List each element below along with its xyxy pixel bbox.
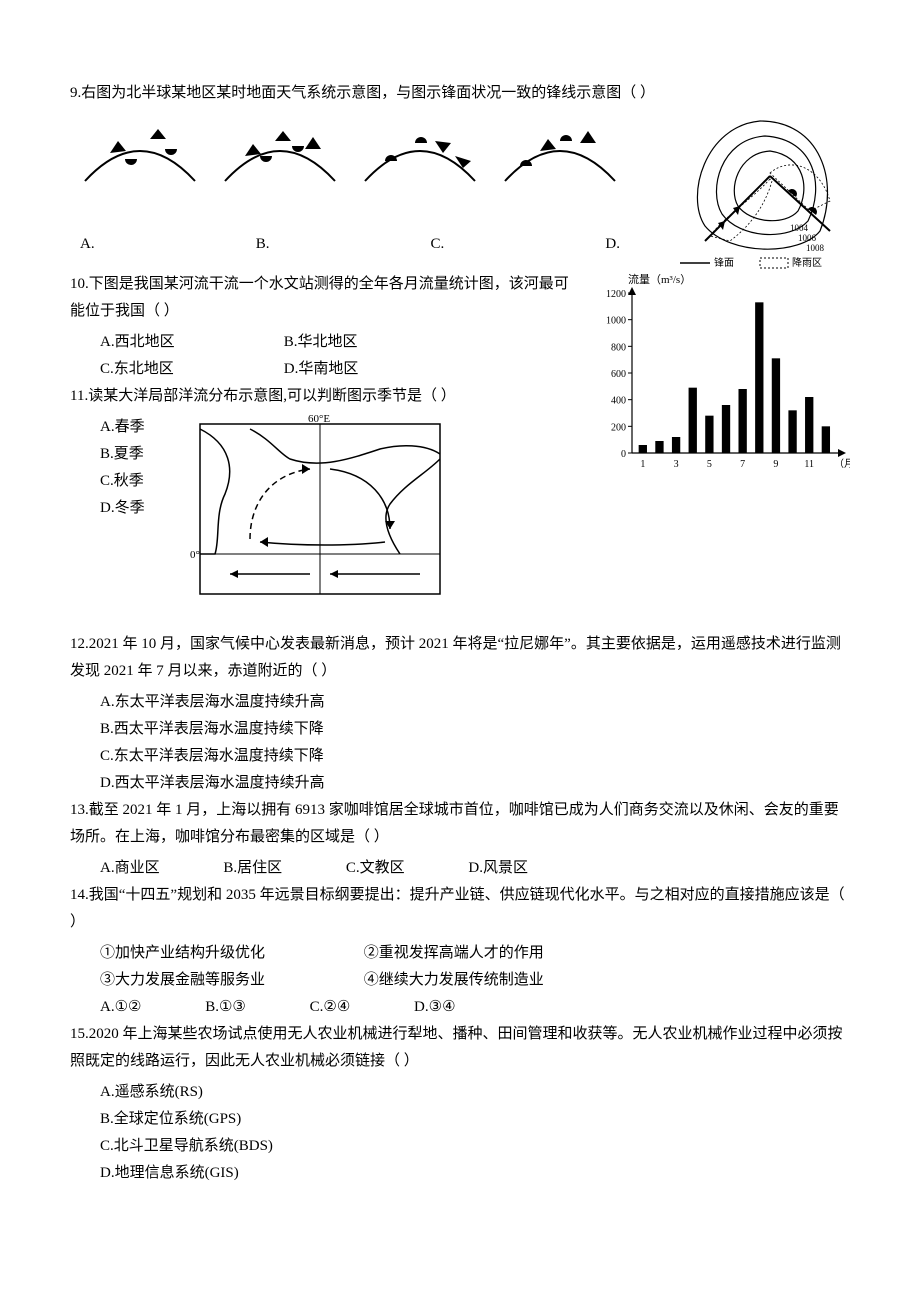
q11-options: A.春季 B.夏季 C.秋季 D.冬季 <box>70 414 190 522</box>
q9-front-choices-svg <box>70 111 630 231</box>
q9-choice-b: B. <box>256 231 270 258</box>
q10-opt-b: B.华北地区 <box>284 329 358 356</box>
q13-opt-b: B.居住区 <box>223 855 282 882</box>
svg-text:600: 600 <box>611 369 626 380</box>
q15-opt-c: C.北斗卫星导航系统(BDS) <box>100 1133 850 1160</box>
svg-text:1000: 1000 <box>606 316 626 327</box>
q9-weather-map-svg: 1004 1006 1008 锋面 降雨区 <box>670 111 850 271</box>
svg-text:400: 400 <box>611 396 626 407</box>
svg-text:7: 7 <box>740 459 745 470</box>
svg-text:5: 5 <box>707 459 712 470</box>
q12-opt-d: D.西太平洋表层海水温度持续升高 <box>100 770 850 797</box>
q9-choice-d: D. <box>605 231 620 258</box>
q14-opt-d: D.③④ <box>414 994 455 1021</box>
q10-opt-c: C.东北地区 <box>100 356 280 383</box>
svg-text:9: 9 <box>773 459 778 470</box>
q14-item-3: ③大力发展金融等服务业 <box>100 967 360 994</box>
isobar-1006: 1006 <box>798 233 817 243</box>
q15-opt-a: A.遥感系统(RS) <box>100 1079 850 1106</box>
q11-ocean-map-svg: 60°E 0° <box>190 414 450 604</box>
svg-text:1: 1 <box>640 459 645 470</box>
question-9: 9.右图为北半球某地区某时地面天气系统示意图，与图示锋面状况一致的锋线示意图（ … <box>70 80 850 107</box>
q14-item-2: ②重视发挥高端人才的作用 <box>364 940 544 967</box>
q10-q11-row: 10.下图是我国某河流干流一个水文站测得的全年各月流量统计图，该河最可能位于我国… <box>70 271 850 604</box>
q14-opt-b: B.①③ <box>205 994 246 1021</box>
question-12: 12.2021 年 10 月，国家气候中心发表最新消息，预计 2021 年将是“… <box>70 631 850 685</box>
q9-choice-c: C. <box>431 231 445 258</box>
q15-opt-b: B.全球定位系统(GPS) <box>100 1106 850 1133</box>
question-13: 13.截至 2021 年 1 月，上海以拥有 6913 家咖啡馆居全球城市首位，… <box>70 797 850 851</box>
svg-text:11: 11 <box>804 459 814 470</box>
q12-options: A.东太平洋表层海水温度持续升高 B.西太平洋表层海水温度持续下降 C.东太平洋… <box>70 689 850 797</box>
q10-opt-a: A.西北地区 <box>100 329 280 356</box>
question-14: 14.我国“十四五”规划和 2035 年远景目标纲要提出：提升产业链、供应链现代… <box>70 882 850 936</box>
q11-lon-label: 60°E <box>308 414 330 425</box>
q11-opt-d: D.冬季 <box>100 495 190 522</box>
q15-options: A.遥感系统(RS) B.全球定位系统(GPS) C.北斗卫星导航系统(BDS)… <box>70 1079 850 1187</box>
q9-figure-row: A. B. C. D. 1004 1006 100 <box>70 111 850 271</box>
q14-item-4: ④继续大力发展传统制造业 <box>364 967 544 994</box>
q10-flow-chart-svg: 流量（m³/s） 0 200 400 600 800 1000 1200 1 3 5 7 9 11 （月） <box>590 271 850 481</box>
isobar-1008: 1008 <box>806 243 825 253</box>
q12-opt-c: C.东太平洋表层海水温度持续下降 <box>100 743 850 770</box>
q14-items: ①加快产业结构升级优化 ②重视发挥高端人才的作用 ③大力发展金融等服务业 ④继续… <box>70 940 850 994</box>
q14-item-1: ①加快产业结构升级优化 <box>100 940 360 967</box>
q10-options: A.西北地区 B.华北地区 C.东北地区 D.华南地区 <box>70 329 580 383</box>
q11-opt-c: C.秋季 <box>100 468 190 495</box>
svg-text:3: 3 <box>674 459 679 470</box>
q11-text: 11.读某大洋局部洋流分布示意图,可以判断图示季节是（ ） <box>70 388 456 404</box>
q11-opt-a: A.春季 <box>100 414 190 441</box>
q15-opt-d: D.地理信息系统(GIS) <box>100 1160 850 1187</box>
q13-opt-c: C.文教区 <box>346 855 405 882</box>
question-10: 10.下图是我国某河流干流一个水文站测得的全年各月流量统计图，该河最可能位于我国… <box>70 271 580 325</box>
q11-lat-label: 0° <box>190 549 200 561</box>
q12-opt-b: B.西太平洋表层海水温度持续下降 <box>100 716 850 743</box>
q14-text: 14.我国“十四五”规划和 2035 年远景目标纲要提出：提升产业链、供应链现代… <box>70 887 845 930</box>
q13-opt-d: D.风景区 <box>468 855 528 882</box>
q10-text: 10.下图是我国某河流干流一个水文站测得的全年各月流量统计图，该河最可能位于我国… <box>70 276 569 319</box>
q9-choice-a: A. <box>80 231 95 258</box>
q14-opt-c: C.②④ <box>310 994 351 1021</box>
q13-opt-a: A.商业区 <box>100 855 160 882</box>
isobar-1004: 1004 <box>790 223 809 233</box>
question-15: 15.2020 年上海某些农场试点使用无人农业机械进行犁地、播种、田间管理和收获… <box>70 1021 850 1075</box>
question-11: 11.读某大洋局部洋流分布示意图,可以判断图示季节是（ ） <box>70 383 580 410</box>
q13-text: 13.截至 2021 年 1 月，上海以拥有 6913 家咖啡馆居全球城市首位，… <box>70 802 839 845</box>
svg-text:0: 0 <box>621 449 626 460</box>
q11-opt-b: B.夏季 <box>100 441 190 468</box>
q14-opt-a: A.①② <box>100 994 141 1021</box>
q10-opt-d: D.华南地区 <box>284 356 359 383</box>
svg-text:800: 800 <box>611 342 626 353</box>
svg-text:1200: 1200 <box>606 289 626 300</box>
q15-text: 15.2020 年上海某些农场试点使用无人农业机械进行犁地、播种、田间管理和收获… <box>70 1026 843 1069</box>
svg-text:流量（m³/s）: 流量（m³/s） <box>628 272 691 286</box>
legend-rain: 降雨区 <box>792 256 822 269</box>
legend-front: 锋面 <box>714 256 734 269</box>
q9-text: 9.右图为北半球某地区某时地面天气系统示意图，与图示锋面状况一致的锋线示意图（ … <box>70 85 655 101</box>
svg-text:（月）: （月） <box>834 458 850 470</box>
q12-text: 12.2021 年 10 月，国家气候中心发表最新消息，预计 2021 年将是“… <box>70 636 841 679</box>
q14-options: A.①② B.①③ C.②④ D.③④ <box>70 994 850 1021</box>
svg-text:200: 200 <box>611 422 626 433</box>
q13-options: A.商业区 B.居住区 C.文教区 D.风景区 <box>70 855 850 882</box>
q12-opt-a: A.东太平洋表层海水温度持续升高 <box>100 689 850 716</box>
